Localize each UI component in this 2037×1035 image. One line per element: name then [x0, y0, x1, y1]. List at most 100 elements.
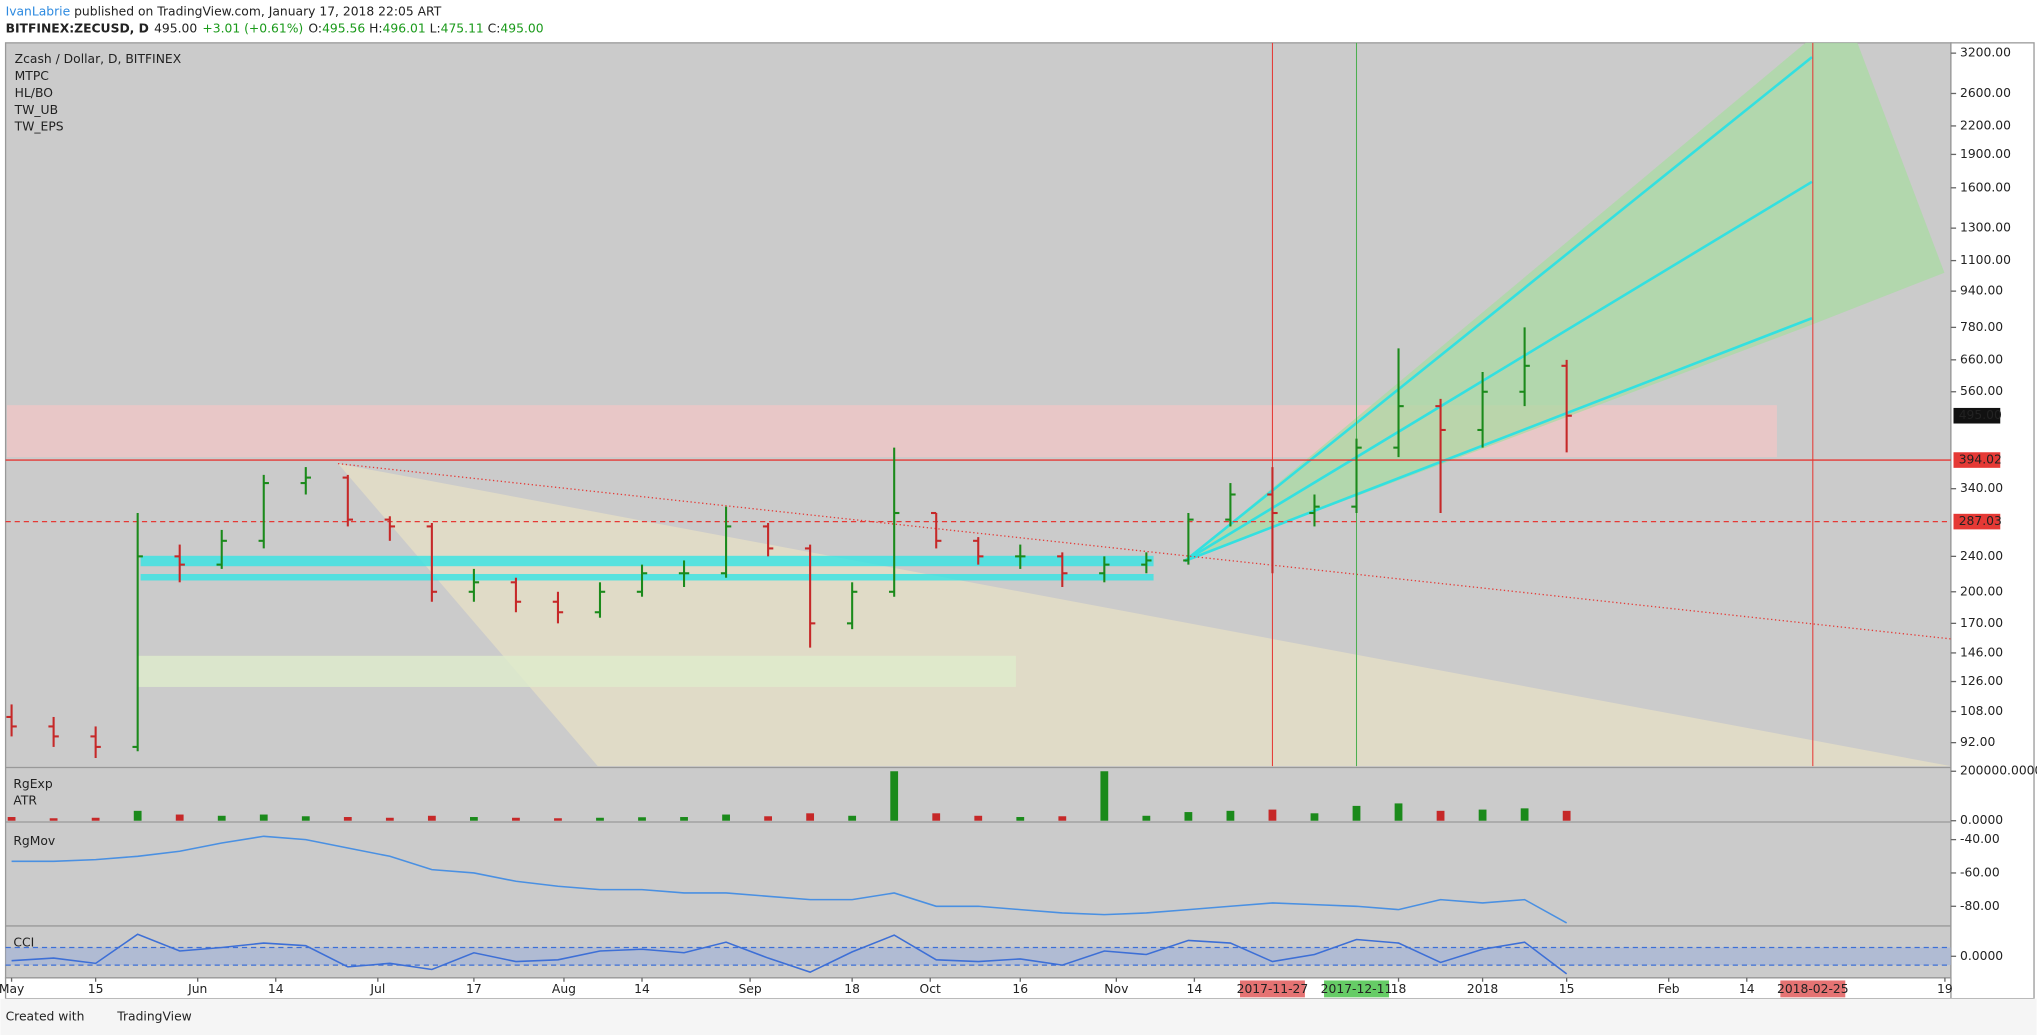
y-tick-label: 780.00	[1960, 320, 2003, 334]
y-tick-label: 940.00	[1960, 284, 2003, 298]
l-label: L:	[430, 21, 441, 35]
volume-bar	[385, 817, 394, 821]
volume-bar	[1058, 816, 1067, 821]
band	[140, 573, 1154, 581]
pane-label: RgMov	[13, 834, 55, 848]
y-tick-label: 2600.00	[1960, 86, 2011, 100]
pane-label: ATR	[13, 794, 37, 808]
price-label-bg	[1953, 452, 2001, 468]
volume-bar	[1394, 803, 1403, 821]
y-tick-label: 1600.00	[1960, 180, 2011, 194]
volume-bar	[1520, 808, 1529, 821]
y-tick-label: 1300.00	[1960, 221, 2011, 235]
marker-label: 2018-02-25	[1777, 982, 1849, 996]
volume-bar	[512, 817, 520, 821]
y-tick-label: 660.00	[1960, 352, 2003, 366]
x-tick-label: 14	[1187, 982, 1203, 996]
volume-bar	[1016, 817, 1025, 821]
y-tick-label: 1900.00	[1960, 147, 2011, 161]
author[interactable]: IvanLabrie	[6, 4, 71, 18]
volume-bar	[1436, 810, 1445, 821]
indicator-label: HL/BO	[15, 86, 54, 100]
trend-line	[337, 462, 1951, 640]
volume-bar	[890, 771, 899, 821]
volume-bar	[259, 814, 268, 821]
x-tick-label: 15	[88, 982, 104, 996]
volume-bar	[1562, 810, 1571, 821]
volume-bar	[722, 814, 730, 821]
volume-bar	[932, 813, 941, 821]
x-tick-label: Sep	[738, 982, 761, 996]
pane-label: RgExp	[13, 777, 52, 791]
price-label-bg	[1953, 513, 2001, 530]
h-label: H:	[369, 21, 382, 35]
x-tick-label: Jul	[369, 982, 385, 996]
volume-bar	[1226, 810, 1235, 821]
y-tick-label: 170.00	[1960, 616, 2003, 630]
volume-bar	[175, 814, 184, 821]
volume-bar	[554, 818, 562, 821]
volume-bar	[1310, 813, 1319, 821]
volume-bar	[1352, 805, 1361, 821]
l: 475.11	[441, 21, 484, 35]
y-tick-label: 1100.00	[1960, 253, 2011, 267]
y-tick-label: 92.00	[1960, 735, 1995, 749]
volume-bar	[680, 817, 688, 821]
volume-bar	[1100, 771, 1109, 821]
band	[140, 555, 1154, 567]
y-tick-label: 200000.0000	[1960, 764, 2037, 778]
volume-bar	[133, 810, 142, 821]
c: 495.00	[500, 21, 543, 35]
marker-label: 2017-11-27	[1237, 982, 1309, 996]
x-tick-label: 17	[466, 982, 482, 996]
volume-bar	[638, 817, 646, 821]
o-label: O:	[308, 21, 322, 35]
volume-bar	[806, 813, 815, 821]
x-tick-label: Feb	[1658, 982, 1680, 996]
volume-bar	[7, 817, 16, 821]
footer-bar	[0, 998, 2037, 1035]
last-price-label: 495.00	[1959, 408, 2002, 422]
y-tick-label: 3200.00	[1960, 46, 2011, 60]
price-label: 287.03	[1959, 514, 2002, 528]
change: +3.01 (+0.61%)	[202, 21, 303, 35]
x-tick-label: Aug	[552, 982, 576, 996]
h: 496.01	[383, 21, 426, 35]
header-line-2: BITFINEX:ZECUSD, D 495.00 +3.01 (+0.61%) O:…	[6, 21, 544, 35]
x-tick-label: Oct	[920, 982, 941, 996]
x-tick-label: 14	[634, 982, 650, 996]
x-tick-label: 16	[1012, 982, 1028, 996]
volume-bar	[301, 816, 310, 821]
y-tick-label: -60.00	[1960, 865, 2000, 879]
chart-title: Zcash / Dollar, D, BITFINEX	[15, 52, 182, 66]
marker-label-bg	[1239, 980, 1305, 998]
x-tick-label: 14	[1739, 982, 1755, 996]
volume-bar	[49, 818, 58, 821]
arrows	[1183, 56, 1813, 563]
y-tick-label: 340.00	[1960, 481, 2003, 495]
marker-label-bg	[1324, 980, 1389, 998]
o: 495.56	[322, 21, 365, 35]
volume-bar	[1184, 812, 1193, 821]
y-tick-label: 0.0000	[1960, 949, 2003, 963]
c-label: C:	[488, 21, 501, 35]
y-tick-label: 560.00	[1960, 384, 2003, 398]
volume-bar	[427, 815, 436, 821]
x-tick-label: Jun	[187, 982, 207, 996]
y-tick-label: 0.0000	[1960, 813, 2003, 827]
volume-bar	[1268, 809, 1277, 821]
volume-bar	[470, 817, 478, 821]
y-tick-label: 200.00	[1960, 584, 2003, 598]
marker-label-bg	[1780, 980, 1846, 998]
indicator-label: TW_UB	[14, 103, 58, 117]
x-tick-label: May	[0, 982, 24, 996]
indicator-label: TW_EPS	[14, 120, 64, 134]
x-tick-label: 2018	[1467, 982, 1498, 996]
x-tick-label: 18	[1391, 982, 1407, 996]
header-line-1: IvanLabrie published on TradingView.com, …	[6, 4, 442, 18]
published: published on TradingView.com, January 17…	[74, 4, 442, 18]
volume-bar	[974, 815, 983, 821]
footer-brand[interactable]: TradingView	[116, 1009, 191, 1023]
x-tick-label: 18	[844, 982, 860, 996]
